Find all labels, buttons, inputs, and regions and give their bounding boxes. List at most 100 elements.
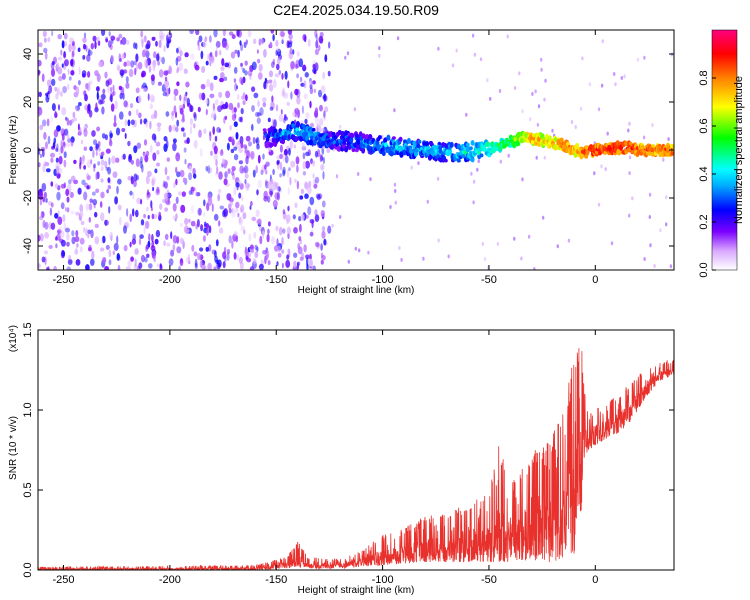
noise-blob-1119	[284, 114, 287, 119]
spectrogram-marks	[38, 30, 674, 270]
noise-blob-252	[163, 240, 166, 247]
noise-blob-1237	[244, 145, 248, 154]
noise-blob-738	[108, 31, 111, 37]
noise-blob-1114	[309, 231, 314, 237]
noise-blob-1453	[659, 228, 662, 233]
noise-blob-109	[141, 164, 144, 173]
noise-blob-728	[90, 159, 93, 165]
noise-blob-1206	[216, 166, 219, 175]
noise-blob-145	[215, 171, 218, 177]
spectrogram-x-tick-label: -100	[372, 274, 394, 286]
noise-blob-57	[305, 160, 310, 169]
noise-blob-1481	[533, 267, 536, 270]
noise-blob-1416	[551, 128, 554, 133]
noise-blob-1290	[175, 57, 179, 66]
noise-blob-982	[296, 88, 301, 98]
noise-blob-804	[41, 256, 46, 263]
noise-blob-1130	[320, 243, 323, 251]
noise-blob-439	[238, 160, 243, 165]
noise-blob-551	[190, 105, 194, 113]
noise-blob-568	[309, 100, 312, 109]
noise-blob-1514	[369, 177, 372, 182]
noise-blob-833	[47, 135, 51, 145]
noise-blob-1055	[264, 164, 267, 170]
noise-blob-645	[230, 201, 233, 206]
noise-blob-1263	[176, 81, 180, 87]
noise-blob-786	[168, 124, 172, 133]
noise-blob-202	[125, 82, 130, 89]
noise-blob-1192	[296, 164, 299, 173]
noise-blob-1184	[66, 207, 70, 213]
noise-blob-766	[309, 219, 315, 224]
noise-blob-549	[233, 153, 239, 161]
noise-blob-1478	[613, 72, 616, 76]
noise-blob-699	[290, 91, 293, 100]
noise-blob-1271	[296, 73, 299, 79]
noise-blob-1113	[189, 125, 193, 135]
noise-blob-361	[138, 238, 142, 246]
noise-blob-604	[239, 135, 244, 145]
noise-blob-94	[242, 212, 247, 220]
noise-blob-175	[38, 142, 41, 148]
noise-blob-946	[38, 162, 41, 168]
noise-blob-1506	[665, 222, 668, 227]
noise-blob-293	[57, 229, 62, 235]
noise-blob-1395	[213, 145, 218, 155]
noise-blob-1158	[164, 233, 169, 240]
noise-blob-1054	[295, 156, 300, 165]
noise-blob-494	[197, 40, 200, 47]
noise-blob-384	[244, 60, 248, 66]
noise-blob-845	[39, 124, 44, 131]
noise-blob-1007	[92, 199, 98, 206]
noise-blob-881	[48, 93, 51, 99]
noise-blob-1229	[245, 155, 249, 165]
noise-blob-1046	[109, 95, 112, 102]
noise-blob-1265	[87, 103, 91, 112]
noise-blob-1033	[219, 227, 224, 234]
colorbar-gradient	[711, 29, 738, 271]
ridge-mark-14	[268, 142, 273, 148]
noise-blob-1385	[282, 228, 286, 234]
noise-blob-272	[54, 86, 58, 92]
noise-blob-538	[46, 118, 50, 127]
noise-blob-233	[263, 81, 267, 90]
noise-blob-784	[51, 68, 55, 77]
noise-blob-1068	[82, 154, 85, 162]
noise-blob-988	[70, 59, 74, 65]
noise-blob-606	[43, 191, 48, 199]
noise-blob-573	[75, 211, 80, 216]
noise-blob-481	[63, 128, 69, 136]
noise-blob-862	[190, 53, 195, 61]
noise-blob-409	[213, 152, 218, 161]
noise-blob-552	[79, 237, 85, 245]
noise-blob-240	[170, 249, 175, 257]
noise-blob-1352	[269, 187, 272, 197]
noise-blob-1483	[581, 56, 584, 61]
noise-blob-326	[296, 96, 301, 105]
noise-blob-484	[123, 61, 127, 67]
noise-blob-761	[314, 176, 320, 184]
noise-blob-976	[173, 88, 179, 97]
colorbar-tick-label: 0.8	[698, 70, 710, 85]
noise-blob-1509	[631, 196, 634, 201]
noise-blob-208	[49, 76, 52, 85]
noise-blob-629	[121, 53, 125, 60]
noise-blob-1144	[176, 236, 180, 244]
noise-blob-1059	[296, 262, 300, 270]
noise-blob-873	[310, 158, 313, 165]
noise-blob-1293	[101, 133, 106, 139]
noise-blob-9	[147, 170, 152, 177]
noise-blob-212	[173, 182, 176, 189]
ridge-mark-475	[465, 142, 470, 147]
noise-blob-1095	[179, 50, 183, 57]
noise-blob-744	[189, 117, 193, 126]
noise-blob-1343	[42, 30, 47, 38]
ridge-mark-174	[337, 129, 342, 136]
noise-blob-526	[79, 204, 84, 213]
noise-blob-1315	[170, 113, 175, 120]
noise-blob-370	[90, 42, 95, 50]
snr-x-tick-label: -150	[265, 574, 287, 586]
noise-blob-423	[296, 51, 300, 57]
noise-blob-579	[117, 65, 121, 72]
noise-blob-184	[165, 111, 170, 117]
